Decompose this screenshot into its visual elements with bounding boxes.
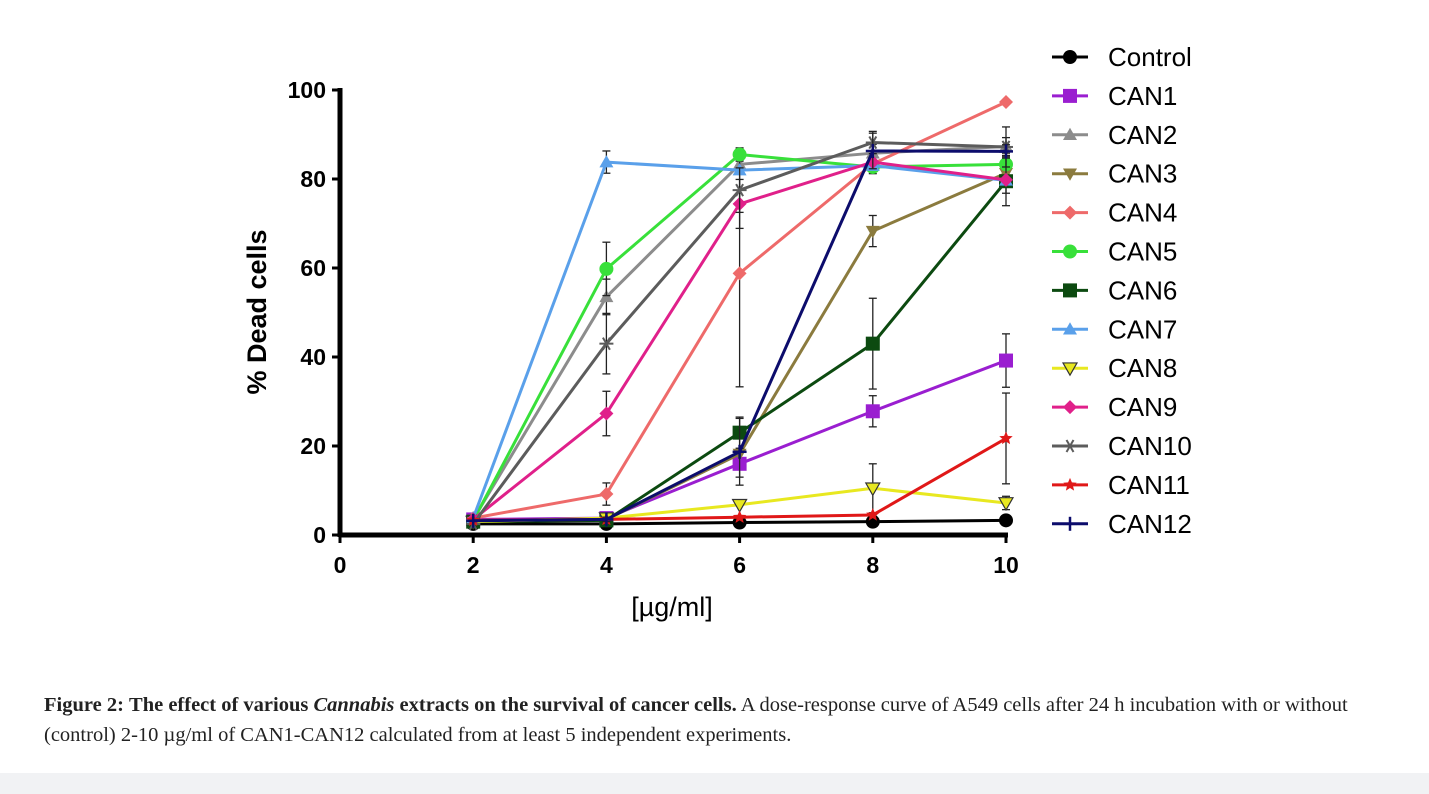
legend-swatch-marker <box>1063 168 1077 181</box>
caption-title-italic: Cannabis <box>313 694 395 716</box>
data-point <box>732 444 747 459</box>
legend-label: CAN6 <box>1108 275 1177 305</box>
data-point <box>864 482 881 497</box>
x-tick-label: 8 <box>866 552 879 578</box>
data-point <box>599 512 614 527</box>
legend-swatch-marker <box>1063 127 1077 141</box>
caption-body: A dose-response curve of A549 cells afte… <box>44 694 1348 746</box>
asterisk-stroke <box>735 183 744 197</box>
legend-item-can11: CAN11 <box>1052 470 1190 500</box>
legend-item-control: Control <box>1052 42 1192 72</box>
x-tick-label: 2 <box>467 552 480 578</box>
legend-item-can5: CAN5 <box>1052 237 1177 267</box>
legend-label: Control <box>1108 42 1192 72</box>
legend-label: CAN11 <box>1108 470 1190 500</box>
y-tick-label: 0 <box>313 522 326 548</box>
x-tick-label: 0 <box>334 552 347 578</box>
legend-swatch-marker <box>1063 322 1077 335</box>
legend-item-can1: CAN1 <box>1052 81 1177 111</box>
legend-swatch-marker <box>1063 439 1077 453</box>
legend-swatch-marker <box>1063 244 1077 259</box>
data-point <box>731 498 748 513</box>
series-layer <box>465 95 1015 531</box>
x-tick-label: 10 <box>993 552 1019 578</box>
y-tick-label: 100 <box>288 77 326 103</box>
legend-label: CAN5 <box>1108 237 1177 267</box>
x-axis-title: [µg/ml] <box>631 592 713 622</box>
legend-label: CAN8 <box>1108 353 1177 383</box>
legend-label: CAN10 <box>1108 431 1192 461</box>
data-point <box>599 261 614 276</box>
data-point <box>599 337 614 351</box>
footer-bar <box>0 773 1429 794</box>
data-point <box>732 183 747 197</box>
data-point <box>732 515 747 530</box>
data-point <box>999 353 1013 368</box>
data-point <box>599 406 614 421</box>
legend-item-can9: CAN9 <box>1052 392 1177 422</box>
legend-item-can10: CAN10 <box>1052 431 1192 461</box>
legend-item-can4: CAN4 <box>1052 198 1177 228</box>
axes: 0 20 40 60 80 100 0 2 4 6 8 10 <box>288 77 1019 578</box>
legend-swatch-marker <box>1063 88 1077 103</box>
legend-label: CAN2 <box>1108 120 1177 150</box>
data-point <box>732 147 747 162</box>
legend-item-can3: CAN3 <box>1052 159 1177 189</box>
data-point <box>999 431 1013 445</box>
data-point <box>866 508 880 521</box>
y-axis-title: % Dead cells <box>242 229 272 394</box>
legend-swatch-marker <box>1063 477 1077 491</box>
caption-title-part1: The effect of various <box>129 694 309 716</box>
legend: Control CAN1 CAN2 CAN3 CAN4 CAN5 CAN6 CAN7 CAN8 C… <box>1052 42 1192 539</box>
y-tick-label: 80 <box>300 166 326 192</box>
legend-item-can6: CAN6 <box>1052 275 1177 305</box>
data-point <box>865 336 880 351</box>
data-point <box>732 510 747 523</box>
asterisk-stroke <box>1065 439 1075 453</box>
legend-label: CAN4 <box>1108 198 1177 228</box>
legend-swatch-marker <box>1063 283 1077 298</box>
figure-caption: Figure 2: The effect of various Cannabis… <box>44 690 1404 750</box>
caption-figure-label: Figure 2: <box>44 694 124 716</box>
legend-label: CAN9 <box>1108 392 1177 422</box>
legend-swatch-marker <box>1063 516 1077 531</box>
data-point <box>999 513 1013 528</box>
data-point <box>732 266 747 281</box>
data-point <box>599 487 614 502</box>
legend-swatch-marker <box>1063 205 1077 220</box>
data-point <box>865 143 880 158</box>
legend-swatch-marker <box>1063 50 1077 64</box>
legend-swatch-marker <box>1063 400 1077 415</box>
legend-swatch-marker <box>1061 362 1079 377</box>
legend-label: CAN1 <box>1108 81 1177 111</box>
data-point <box>599 155 614 168</box>
legend-item-can12: CAN12 <box>1052 509 1192 539</box>
y-tick-label: 60 <box>300 255 326 281</box>
y-tick-label: 20 <box>300 433 326 459</box>
series-can12 <box>466 132 1013 528</box>
data-point <box>865 404 880 419</box>
data-point <box>997 497 1015 512</box>
data-point <box>865 225 880 239</box>
caption-title-part2: extracts on the survival of cancer cells… <box>399 694 737 716</box>
data-point <box>999 172 1013 187</box>
legend-label: CAN3 <box>1108 159 1177 189</box>
data-point <box>999 144 1013 159</box>
x-tick-label: 6 <box>733 552 746 578</box>
legend-item-can7: CAN7 <box>1052 314 1177 344</box>
legend-label: CAN7 <box>1108 314 1177 344</box>
data-point <box>999 95 1013 110</box>
legend-item-can2: CAN2 <box>1052 120 1177 150</box>
x-tick-label: 4 <box>600 552 613 578</box>
legend-item-can8: CAN8 <box>1052 353 1177 383</box>
y-tick-label: 40 <box>300 344 326 370</box>
legend-label: CAN12 <box>1108 509 1192 539</box>
data-point <box>466 513 481 528</box>
asterisk-stroke <box>602 337 611 351</box>
